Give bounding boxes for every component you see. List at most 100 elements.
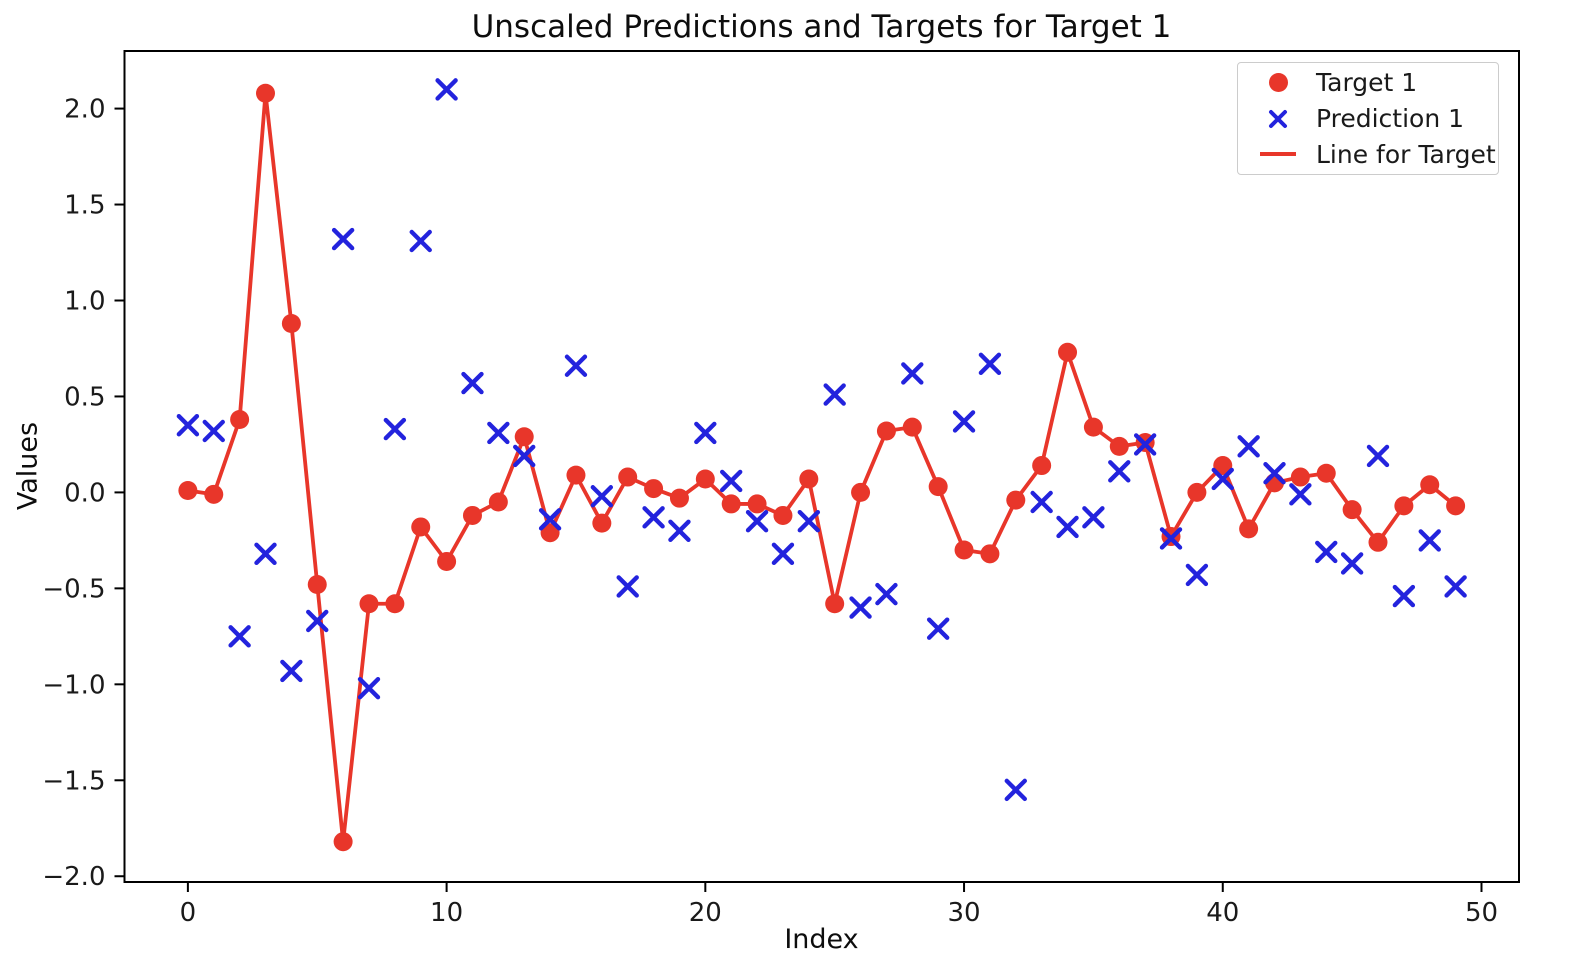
legend-item-line-for-target: Line for Target <box>1238 136 1498 172</box>
legend-line-icon <box>1252 152 1304 157</box>
target-point <box>411 517 431 537</box>
chart-title: Unscaled Predictions and Targets for Tar… <box>471 9 1172 45</box>
x-marker-icon <box>1269 109 1287 128</box>
prediction-marker-stroke <box>849 596 872 619</box>
target-point <box>1187 482 1207 502</box>
x-tick-label: 50 <box>1465 898 1498 928</box>
y-tick-label: 2.0 <box>64 95 105 125</box>
prediction-marker-stroke <box>1159 527 1183 550</box>
target-point <box>1420 475 1440 495</box>
prediction-marker-stroke <box>771 542 795 566</box>
target-point <box>1239 519 1259 539</box>
legend-item-label: Prediction 1 <box>1316 104 1465 133</box>
target-point <box>437 551 457 571</box>
prediction-marker-stroke <box>1392 584 1416 608</box>
prediction-marker-stroke <box>745 509 769 533</box>
target-point <box>1368 532 1388 552</box>
y-tick-label: 0.0 <box>64 478 105 508</box>
legend-item-target-1: Target 1 <box>1238 65 1498 101</box>
target-point <box>902 417 922 437</box>
prediction-marker-stroke <box>1030 490 1053 514</box>
target-point <box>773 505 793 525</box>
target-line <box>187 91 1457 844</box>
prediction-marker-stroke <box>487 421 510 445</box>
prediction-marker-stroke <box>1211 467 1234 491</box>
y-tick-label: 1.0 <box>64 286 105 316</box>
prediction-marker-stroke <box>176 414 200 437</box>
target-point <box>540 523 560 543</box>
legend-x-icon <box>1252 108 1304 130</box>
x-tick-label: 40 <box>1206 898 1239 928</box>
prediction-marker-stroke <box>1289 483 1312 506</box>
prediction-marker-stroke <box>331 227 355 251</box>
prediction-marker-stroke <box>1082 506 1105 529</box>
prediction-marker-stroke <box>1108 460 1131 483</box>
target-point <box>281 314 301 334</box>
target-point <box>230 409 250 429</box>
legend-item-label: Target 1 <box>1316 68 1418 98</box>
x-tick-label: 0 <box>180 898 197 928</box>
prediction-marker-stroke <box>1418 529 1441 552</box>
target-point <box>1083 417 1103 437</box>
target-point <box>644 479 664 499</box>
y-tick-label: −2.0 <box>42 862 105 892</box>
prediction-marker-stroke <box>280 659 303 683</box>
prediction-marker-stroke <box>952 410 976 433</box>
prediction-marker-stroke <box>1237 435 1260 458</box>
target-point <box>669 488 689 508</box>
prediction-marker-stroke <box>1444 575 1467 598</box>
x-marker-stroke <box>1269 109 1287 128</box>
legend-item-label: Line for Target <box>1316 139 1496 169</box>
target-point <box>1006 490 1026 510</box>
y-tick-label: −1.0 <box>42 670 105 700</box>
target-point <box>1394 496 1414 516</box>
prediction-marker-stroke <box>383 417 407 441</box>
axes-frame <box>123 50 1520 883</box>
target-point <box>825 594 845 614</box>
target-point <box>592 513 612 533</box>
target-point <box>204 484 224 504</box>
prediction-marker-stroke <box>1133 433 1157 456</box>
prediction-marker-stroke <box>875 582 898 606</box>
prediction-marker-stroke <box>228 625 251 648</box>
y-tick-label: −0.5 <box>42 574 105 604</box>
prediction-marker-stroke <box>435 78 458 101</box>
target-point <box>851 482 871 502</box>
target-point <box>1290 467 1310 487</box>
prediction-marker-stroke <box>513 444 536 468</box>
target-point <box>462 505 482 525</box>
prediction-marker-stroke <box>926 617 950 640</box>
prediction-marker-stroke <box>357 676 381 700</box>
prediction-marker-stroke <box>668 519 691 542</box>
prediction-marker-stroke <box>719 469 743 493</box>
x-axis-label: Index <box>784 924 859 955</box>
prediction-marker-stroke <box>694 421 717 445</box>
y-tick-label: 1.5 <box>64 191 105 221</box>
prediction-marker-stroke <box>254 542 277 566</box>
prediction-marker-stroke <box>306 609 329 633</box>
target-point <box>1342 500 1362 520</box>
y-tick-label: −1.5 <box>42 766 105 796</box>
x-tick-label: 30 <box>947 898 980 928</box>
prediction-marker-stroke <box>1263 462 1286 485</box>
target-point <box>980 544 1000 564</box>
prediction-marker-stroke <box>1185 563 1209 587</box>
prediction-marker-stroke <box>202 419 225 443</box>
target-point <box>1032 456 1052 476</box>
target-point <box>1446 496 1466 516</box>
target-point <box>1058 342 1078 362</box>
prediction-marker-stroke <box>1004 778 1027 802</box>
target-point <box>1109 436 1129 456</box>
legend: Target 1 Prediction 1 Line for Target <box>1237 62 1499 175</box>
target-point <box>695 469 715 489</box>
target-point <box>721 494 741 514</box>
prediction-marker-stroke <box>409 229 432 253</box>
prediction-marker-stroke <box>1340 552 1364 575</box>
line-icon <box>1260 152 1296 157</box>
target-point <box>307 575 327 595</box>
target-point <box>1316 463 1336 483</box>
target-point <box>178 480 198 500</box>
prediction-marker-stroke <box>564 354 588 377</box>
